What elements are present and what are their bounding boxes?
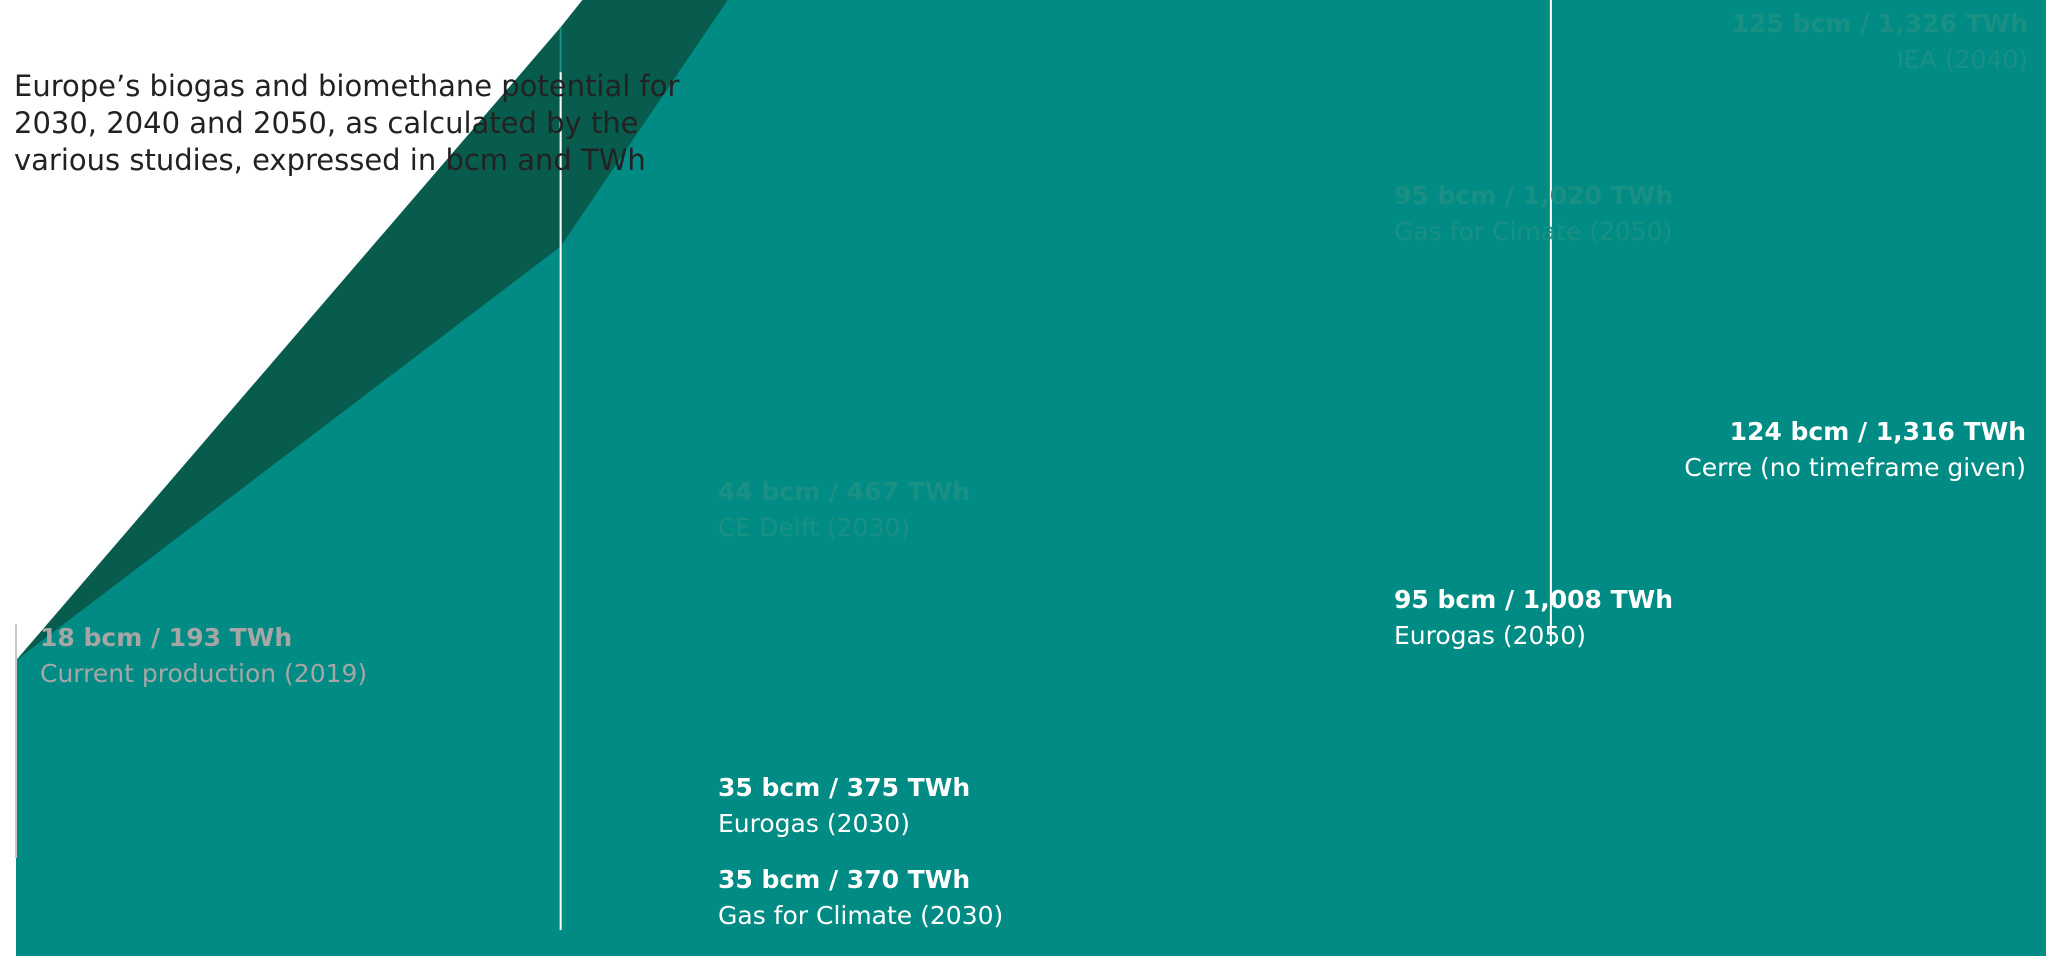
annotation-gfc-2050: 95 bcm / 1,020 TWh Gas for Cimate (2050) bbox=[1394, 178, 1673, 250]
annotation-cedelft: 44 bcm / 467 TWh CE Delft (2030) bbox=[718, 474, 970, 546]
annotation-gfc-2030: 35 bcm / 370 TWh Gas for Climate (2030) bbox=[718, 862, 1003, 934]
annotation-eurogas-2050-value: 95 bcm / 1,008 TWh bbox=[1394, 585, 1674, 614]
annotation-cerre: 124 bcm / 1,316 TWh Cerre (no timeframe … bbox=[1684, 414, 2026, 486]
annotation-eurogas-2030-value: 35 bcm / 375 TWh bbox=[718, 773, 971, 802]
annotation-eurogas-2050: 95 bcm / 1,008 TWh Eurogas (2050) bbox=[1394, 582, 1673, 654]
annotation-current-value: 18 bcm / 193 TWh bbox=[40, 623, 293, 652]
annotation-eurogas-2030-source: Eurogas (2030) bbox=[718, 809, 910, 838]
annotation-eurogas-2030: 35 bcm / 375 TWh Eurogas (2030) bbox=[718, 770, 970, 842]
annotation-gfc-2030-source: Gas for Climate (2030) bbox=[718, 901, 1004, 930]
annotation-current-source: Current production (2019) bbox=[40, 659, 368, 688]
annotation-cedelft-source: CE Delft (2030) bbox=[718, 513, 911, 542]
area-lower-estimate bbox=[16, 0, 2046, 956]
annotation-iea: 125 bcm / 1,326 TWh IEA (2040) bbox=[1732, 6, 2028, 78]
chart-caption: Europe’s biogas and biomethane potential… bbox=[14, 69, 680, 177]
annotation-gfc-2050-source: Gas for Cimate (2050) bbox=[1394, 217, 1673, 246]
annotation-gfc-2030-value: 35 bcm / 370 TWh bbox=[718, 865, 971, 894]
annotation-iea-value: 125 bcm / 1,326 TWh bbox=[1731, 9, 2028, 38]
annotation-eurogas-2050-source: Eurogas (2050) bbox=[1394, 621, 1586, 650]
annotation-iea-source: IEA (2040) bbox=[1896, 45, 2028, 74]
annotation-cedelft-value: 44 bcm / 467 TWh bbox=[718, 477, 971, 506]
annotation-gfc-2050-value: 95 bcm / 1,020 TWh bbox=[1394, 181, 1674, 210]
annotation-cerre-source: Cerre (no timeframe given) bbox=[1684, 453, 2026, 482]
annotation-current: 18 bcm / 193 TWh Current production (201… bbox=[40, 620, 367, 692]
annotation-cerre-value: 124 bcm / 1,316 TWh bbox=[1729, 417, 2026, 446]
